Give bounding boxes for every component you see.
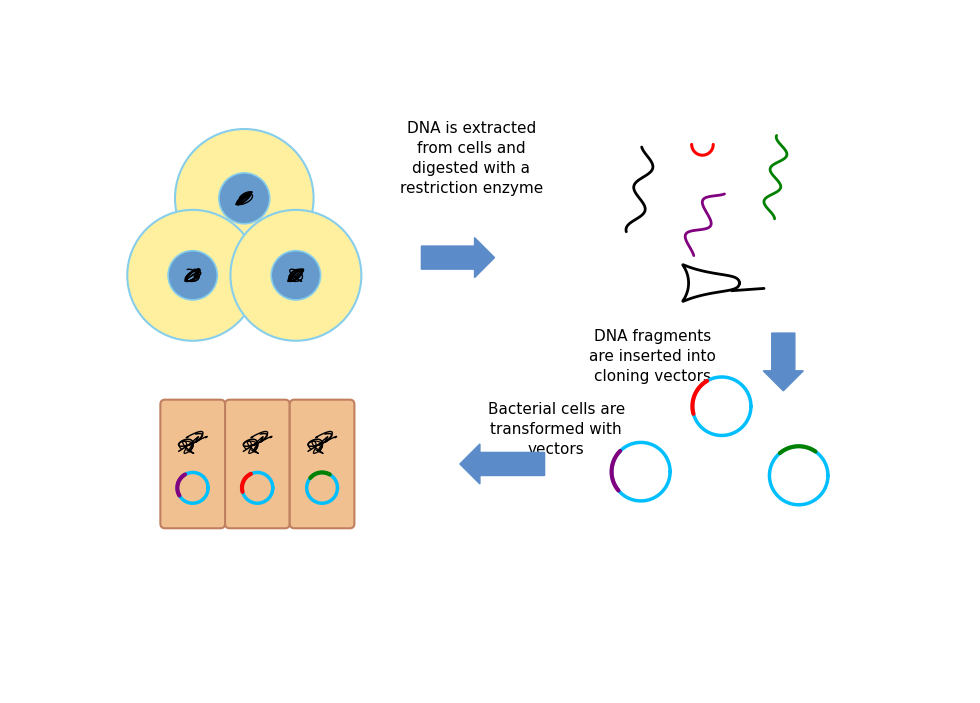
Circle shape xyxy=(271,251,320,300)
Circle shape xyxy=(127,210,258,341)
FancyBboxPatch shape xyxy=(290,400,355,528)
Circle shape xyxy=(168,251,218,300)
Text: DNA is extracted
from cells and
digested with a
restriction enzyme: DNA is extracted from cells and digested… xyxy=(400,122,543,195)
FancyBboxPatch shape xyxy=(225,400,290,528)
FancyArrow shape xyxy=(460,444,545,484)
FancyArrow shape xyxy=(421,238,495,278)
Circle shape xyxy=(219,173,270,224)
Circle shape xyxy=(230,210,362,341)
Text: Bacterial cells are
transformed with
vectors: Bacterial cells are transformed with vec… xyxy=(487,402,625,457)
Circle shape xyxy=(175,129,314,268)
FancyBboxPatch shape xyxy=(161,400,225,528)
Text: DNA fragments
are inserted into
cloning vectors: DNA fragments are inserted into cloning … xyxy=(589,329,715,384)
FancyArrow shape xyxy=(763,333,804,391)
